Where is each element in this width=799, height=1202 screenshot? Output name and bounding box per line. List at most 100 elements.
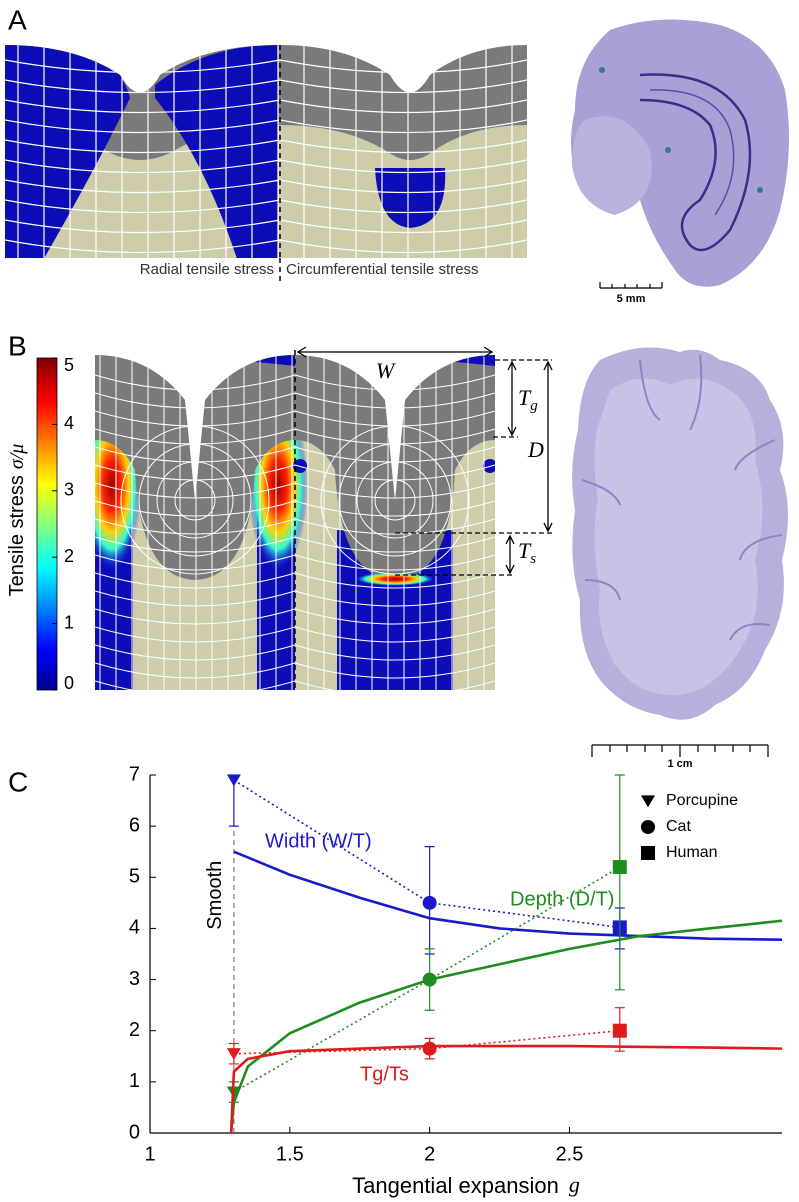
colorbar-title: Tensile stress σ/μ xyxy=(6,444,29,597)
hippocampus xyxy=(639,73,752,252)
mesh-line xyxy=(95,680,495,690)
tg-label: Tg xyxy=(518,385,538,414)
legend-label: Porcupine xyxy=(666,792,738,809)
legend-label: Human xyxy=(666,844,718,861)
colorbar-tick-label: 3 xyxy=(64,480,74,500)
mesh-line xyxy=(95,464,495,481)
scale-bar xyxy=(591,744,769,757)
brain-slice-a xyxy=(571,19,789,287)
y-tick-label: 5 xyxy=(129,866,140,888)
mesh-line xyxy=(95,554,495,571)
mesh xyxy=(5,45,527,262)
marker xyxy=(422,895,437,910)
mesh-line xyxy=(95,644,495,661)
mesh-line xyxy=(95,662,495,679)
stain xyxy=(665,147,671,153)
tg-sub: g xyxy=(530,398,538,414)
mesh-line xyxy=(95,590,495,607)
marker xyxy=(641,846,655,860)
panel-label: B xyxy=(8,330,27,361)
y-tick-label: 0 xyxy=(129,1121,140,1143)
y-tick-label: 2 xyxy=(129,1019,140,1041)
scale-label: 1 cm xyxy=(667,758,692,770)
x-tick-label: 2 xyxy=(424,1143,435,1165)
x-axis-title-var: g xyxy=(569,1172,580,1197)
white-matter xyxy=(594,378,763,696)
panel-label: C xyxy=(8,766,28,797)
x-tick-label: 1.5 xyxy=(276,1143,304,1165)
legend-label: Cat xyxy=(666,818,691,835)
marker xyxy=(612,860,627,875)
mesh-line xyxy=(95,518,495,535)
caption: Circumferential tensile stress xyxy=(286,261,479,278)
series-label: Depth (D/T) xyxy=(510,888,614,910)
mesh-line xyxy=(5,59,527,74)
ts-sub: s xyxy=(530,551,536,567)
y-tick-label: 4 xyxy=(129,917,140,939)
mesh-line xyxy=(5,79,527,94)
mesh-line xyxy=(5,239,527,254)
colorbar-tick-label: 1 xyxy=(64,612,74,632)
stress-region xyxy=(337,530,453,690)
ts-main: T xyxy=(518,538,532,563)
y-tick-label: 6 xyxy=(129,814,140,836)
sulci xyxy=(581,354,783,641)
stress-region xyxy=(5,45,130,262)
x-axis-title-text: Tangential expansion xyxy=(352,1173,559,1198)
colorbar-tick-label: 4 xyxy=(64,413,74,433)
mesh-line xyxy=(95,536,495,553)
mesh-line xyxy=(95,500,495,517)
x-tick-label: 1 xyxy=(144,1143,155,1165)
stress-region xyxy=(155,45,278,262)
panel-label: A xyxy=(8,4,27,35)
simulation-b xyxy=(95,355,495,690)
annotation: Smooth xyxy=(204,861,226,930)
colorbar-tick-label: 5 xyxy=(64,355,74,375)
mesh-line xyxy=(95,572,495,589)
colorbar-axis: 0 1 2 3 4 5 xyxy=(52,355,74,693)
x-tick-label: 2.5 xyxy=(556,1143,584,1165)
stain xyxy=(599,67,605,73)
width-label: W xyxy=(376,358,396,383)
series-label: Tg/Ts xyxy=(360,1063,409,1085)
error-bar xyxy=(614,774,625,991)
model-curve xyxy=(233,850,783,941)
colorbar xyxy=(36,357,58,691)
mesh-line xyxy=(5,159,527,174)
tissue xyxy=(572,116,652,215)
marker xyxy=(612,1023,627,1038)
scale-bar xyxy=(599,282,663,289)
tg-main: T xyxy=(518,385,532,410)
series-label: Width (W/T) xyxy=(265,830,372,852)
y-tick-label: 1 xyxy=(129,1070,140,1092)
cortex xyxy=(95,355,495,580)
mesh-line xyxy=(95,626,495,643)
stress-region xyxy=(375,168,446,228)
mesh-line xyxy=(95,392,495,409)
x-axis-title: Tangential expansion g xyxy=(352,1172,580,1198)
simulation-a xyxy=(5,45,527,262)
marker xyxy=(226,774,241,787)
mesh-line xyxy=(95,608,495,625)
colorbar-tick-label: 0 xyxy=(64,673,74,693)
mesh-line xyxy=(95,446,495,463)
y-tick-label: 3 xyxy=(129,968,140,990)
marker xyxy=(641,820,655,834)
caption-bg xyxy=(5,258,527,284)
stain xyxy=(757,187,763,193)
marker xyxy=(422,1041,437,1056)
caption: Radial tensile stress xyxy=(140,261,274,278)
colorbar-title-text: Tensile stress xyxy=(6,475,28,596)
marker xyxy=(422,972,437,987)
mesh-line xyxy=(5,139,527,154)
depth-label: D xyxy=(527,437,544,462)
hippocampus xyxy=(649,89,735,216)
y-tick-label: 7 xyxy=(129,763,140,785)
mesh-line xyxy=(95,410,495,427)
colorbar-var: σ/μ xyxy=(6,444,28,469)
ts-label: Ts xyxy=(518,538,536,567)
model-curve xyxy=(229,1044,783,1134)
scale-label: 5 mm xyxy=(617,293,646,305)
